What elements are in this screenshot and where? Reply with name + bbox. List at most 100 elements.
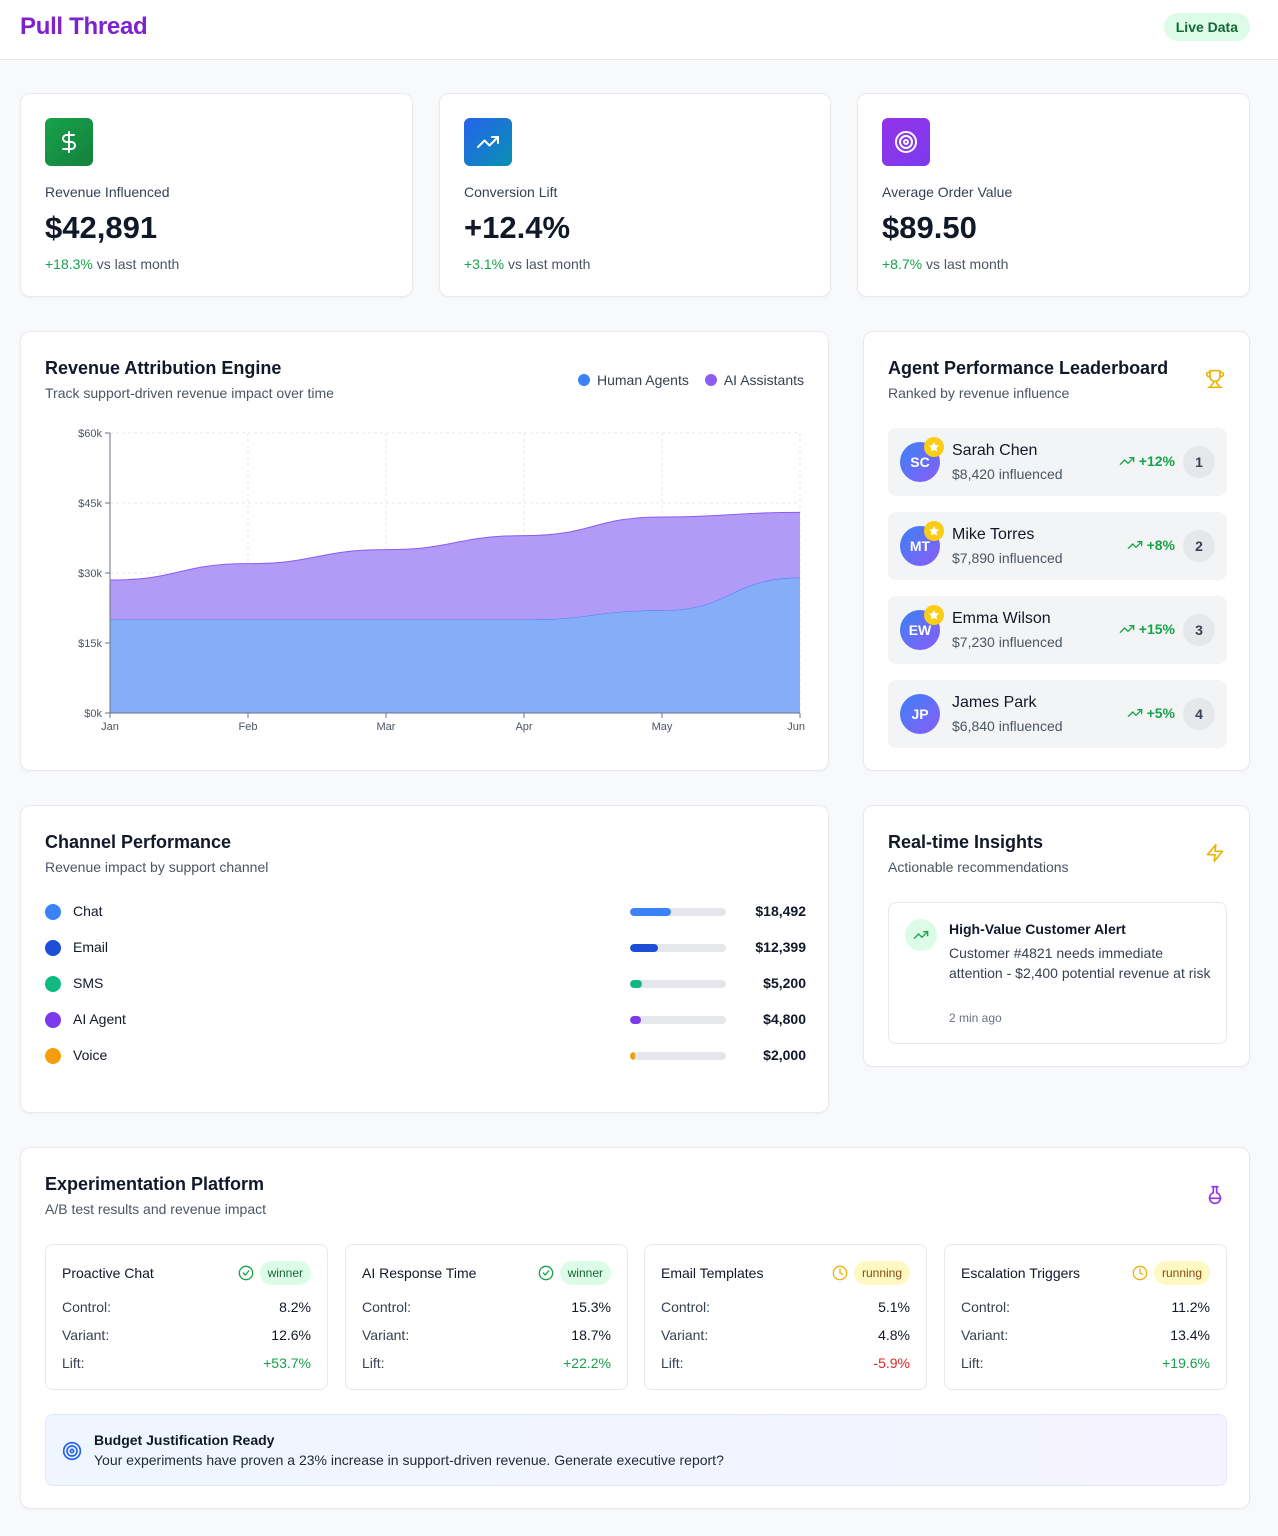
stat-card-revenue: Revenue Influenced $42,891 +18.3% vs las…	[20, 93, 413, 297]
channel-bar	[630, 1016, 726, 1024]
x-tick-label: Feb	[239, 721, 258, 733]
agent-name: Mike Torres	[952, 526, 1035, 543]
channel-value: $12,399	[755, 939, 806, 955]
experiment-card[interactable]: AI Response Time winner Control: 15.3% Va…	[345, 1244, 628, 1390]
legend-dot	[578, 374, 590, 386]
channel-name: AI Agent	[73, 1011, 126, 1027]
agent-trend: +12%	[1119, 453, 1175, 469]
agent-amount: $7,890 influenced	[952, 550, 1063, 566]
area-series-ai-assistants	[110, 512, 800, 620]
channel-card: Channel Performance Revenue impact by su…	[20, 805, 829, 1113]
status-badge: running	[1153, 1261, 1210, 1285]
variant-row: Variant: 13.4%	[961, 1327, 1210, 1343]
status-badge: winner	[259, 1261, 311, 1285]
y-tick-label: $0k	[84, 708, 102, 720]
channel-bar-fill	[630, 944, 658, 952]
agent-trend: +5%	[1127, 705, 1175, 721]
clock-icon	[832, 1265, 848, 1281]
leaderboard-row[interactable]: MT Mike Torres $7,890 influenced +8% 2	[888, 512, 1227, 580]
leaderboard-row[interactable]: SC Sarah Chen $8,420 influenced +12% 1	[888, 428, 1227, 496]
series-line-ai-assistants	[109, 511, 801, 581]
insight-text: Customer #4821 needs immediate attention…	[949, 945, 1211, 981]
legend-item-human[interactable]: Human Agents	[578, 372, 689, 388]
rank-badge: 2	[1183, 530, 1215, 562]
dollar-icon	[45, 118, 93, 166]
y-tick-label: $15k	[78, 638, 102, 650]
check-circle-icon	[238, 1265, 253, 1281]
insight-item[interactable]: High-Value Customer Alert Customer #4821…	[888, 902, 1227, 1044]
budget-banner[interactable]: Budget Justification Ready Your experime…	[45, 1414, 1227, 1486]
x-tick-label: Jun	[787, 721, 805, 733]
legend-item-ai[interactable]: AI Assistants	[704, 372, 804, 388]
agent-amount: $7,230 influenced	[952, 634, 1063, 650]
insights-subtitle: Actionable recommendations	[888, 859, 1069, 875]
channel-row-chat[interactable]: Chat $18,492	[45, 902, 806, 922]
experiment-name: Proactive Chat	[62, 1265, 154, 1281]
stat-value: $42,891	[45, 210, 158, 245]
channel-dot	[45, 1048, 61, 1064]
clock-icon	[1132, 1265, 1148, 1281]
stat-value: $89.50	[882, 210, 977, 245]
control-row: Control: 5.1%	[661, 1299, 910, 1315]
attribution-subtitle: Track support-driven revenue impact over…	[45, 385, 334, 401]
experiment-card[interactable]: Email Templates running Control: 5.1% Var…	[644, 1244, 927, 1390]
channel-name: Voice	[73, 1047, 108, 1063]
channel-bar	[630, 908, 726, 916]
trending-up-icon	[1127, 709, 1142, 717]
insight-title: High-Value Customer Alert	[949, 921, 1126, 937]
trending-up-icon	[1127, 541, 1142, 549]
channel-dot	[45, 940, 61, 956]
trending-up-icon	[1119, 625, 1135, 633]
experiment-card[interactable]: Escalation Triggers running Control: 11.2…	[944, 1244, 1227, 1390]
brand-logo[interactable]: Pull Thread	[20, 13, 148, 40]
channel-name: Chat	[73, 903, 103, 919]
leaderboard-row[interactable]: EW Emma Wilson $7,230 influenced +15% 3	[888, 596, 1227, 664]
lift-row: Lift: +53.7%	[62, 1355, 311, 1371]
channel-title: Channel Performance	[45, 832, 232, 852]
variant-row: Variant: 12.6%	[62, 1327, 311, 1343]
y-tick-label: $45k	[78, 498, 102, 510]
variant-row: Variant: 18.7%	[362, 1327, 611, 1343]
chart-legend: Human Agents AI Assistants	[578, 372, 804, 388]
revenue-area-chart: $0k $15k $30k $45k $60k Jan Feb Mar Apr May Jun	[78, 428, 805, 733]
agent-name: Emma Wilson	[952, 610, 1051, 627]
channel-row-sms[interactable]: SMS $5,200	[45, 974, 806, 994]
legend-label: Human Agents	[597, 372, 689, 388]
channel-row-ai-agent[interactable]: AI Agent $4,800	[45, 1010, 806, 1030]
channel-bar-fill	[630, 908, 672, 916]
trending-up-icon	[1119, 457, 1135, 465]
y-tick-label: $30k	[78, 568, 102, 580]
leaderboard-title: Agent Performance Leaderboard	[888, 358, 1169, 378]
experiment-card[interactable]: Proactive Chat winner Control: 8.2% Varia…	[45, 1244, 328, 1390]
star-icon	[924, 437, 944, 457]
attribution-title: Revenue Attribution Engine	[45, 358, 282, 378]
lightning-icon	[1205, 843, 1225, 868]
channel-subtitle: Revenue impact by support channel	[45, 859, 269, 875]
x-tick-label: Mar	[377, 721, 396, 733]
leaderboard-row[interactable]: JP James Park $6,840 influenced +5% 4	[888, 680, 1227, 748]
attribution-card: Revenue Attribution Engine Track support…	[20, 331, 829, 771]
banner-text: Your experiments have proven a 23% incre…	[94, 1452, 724, 1468]
check-circle-icon	[538, 1265, 553, 1281]
channel-dot	[45, 1012, 61, 1028]
experiment-name: AI Response Time	[362, 1265, 477, 1281]
insights-title: Real-time Insights	[888, 832, 1044, 852]
channel-bar	[630, 980, 726, 988]
live-data-badge: Live Data	[1163, 13, 1250, 41]
agent-trend: +15%	[1119, 621, 1175, 637]
channel-value: $4,800	[763, 1011, 806, 1027]
leaderboard-card: Agent Performance Leaderboard Ranked by …	[863, 331, 1250, 771]
insights-card: Real-time Insights Actionable recommenda…	[863, 805, 1250, 1067]
stat-label: Revenue Influenced	[45, 184, 170, 200]
stat-change: +3.1% vs last month	[464, 256, 591, 272]
channel-row-email[interactable]: Email $12,399	[45, 938, 806, 958]
experiment-status: winner	[238, 1261, 311, 1285]
experiments-title: Experimentation Platform	[45, 1174, 265, 1194]
channel-name: Email	[73, 939, 109, 955]
avatar: JP	[900, 694, 940, 734]
stat-value: +12.4%	[464, 210, 571, 245]
channel-row-voice[interactable]: Voice $2,000	[45, 1046, 806, 1066]
lift-row: Lift: +22.2%	[362, 1355, 611, 1371]
leaderboard-subtitle: Ranked by revenue influence	[888, 385, 1070, 401]
x-tick-label: May	[652, 721, 673, 733]
